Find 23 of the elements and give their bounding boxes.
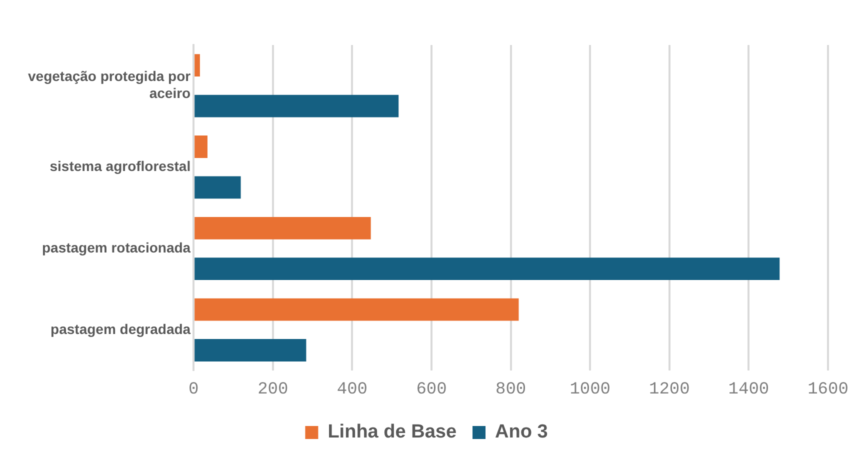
bar xyxy=(194,54,200,77)
bar xyxy=(194,94,399,118)
bar xyxy=(194,216,371,240)
x-tick-label: 1200 xyxy=(648,380,690,400)
y-tick-label: vegetação protegida por aceiro xyxy=(28,68,192,101)
y-tick-label: pastagem rotacionada xyxy=(42,239,191,256)
bar xyxy=(194,176,241,199)
x-tick-label: 1400 xyxy=(728,380,770,400)
legend-label: Ano 3 xyxy=(495,422,548,443)
y-tick-label: pastagem degradada xyxy=(50,320,191,337)
legend-label: Linha de Base xyxy=(328,422,457,443)
x-tick-label: 0 xyxy=(188,380,199,400)
x-tick-label: 400 xyxy=(336,380,368,400)
x-tick-label: 800 xyxy=(495,380,526,400)
x-tick-label: 1000 xyxy=(570,380,611,400)
x-tick-label: 600 xyxy=(416,380,447,400)
bar xyxy=(194,339,306,362)
bar xyxy=(194,298,519,321)
x-tick-label: 1600 xyxy=(808,380,848,400)
bar xyxy=(194,258,780,280)
x-tick-label: 200 xyxy=(258,380,288,400)
bar xyxy=(194,136,208,158)
y-tick-label: sistema agroflorestal xyxy=(50,158,191,174)
